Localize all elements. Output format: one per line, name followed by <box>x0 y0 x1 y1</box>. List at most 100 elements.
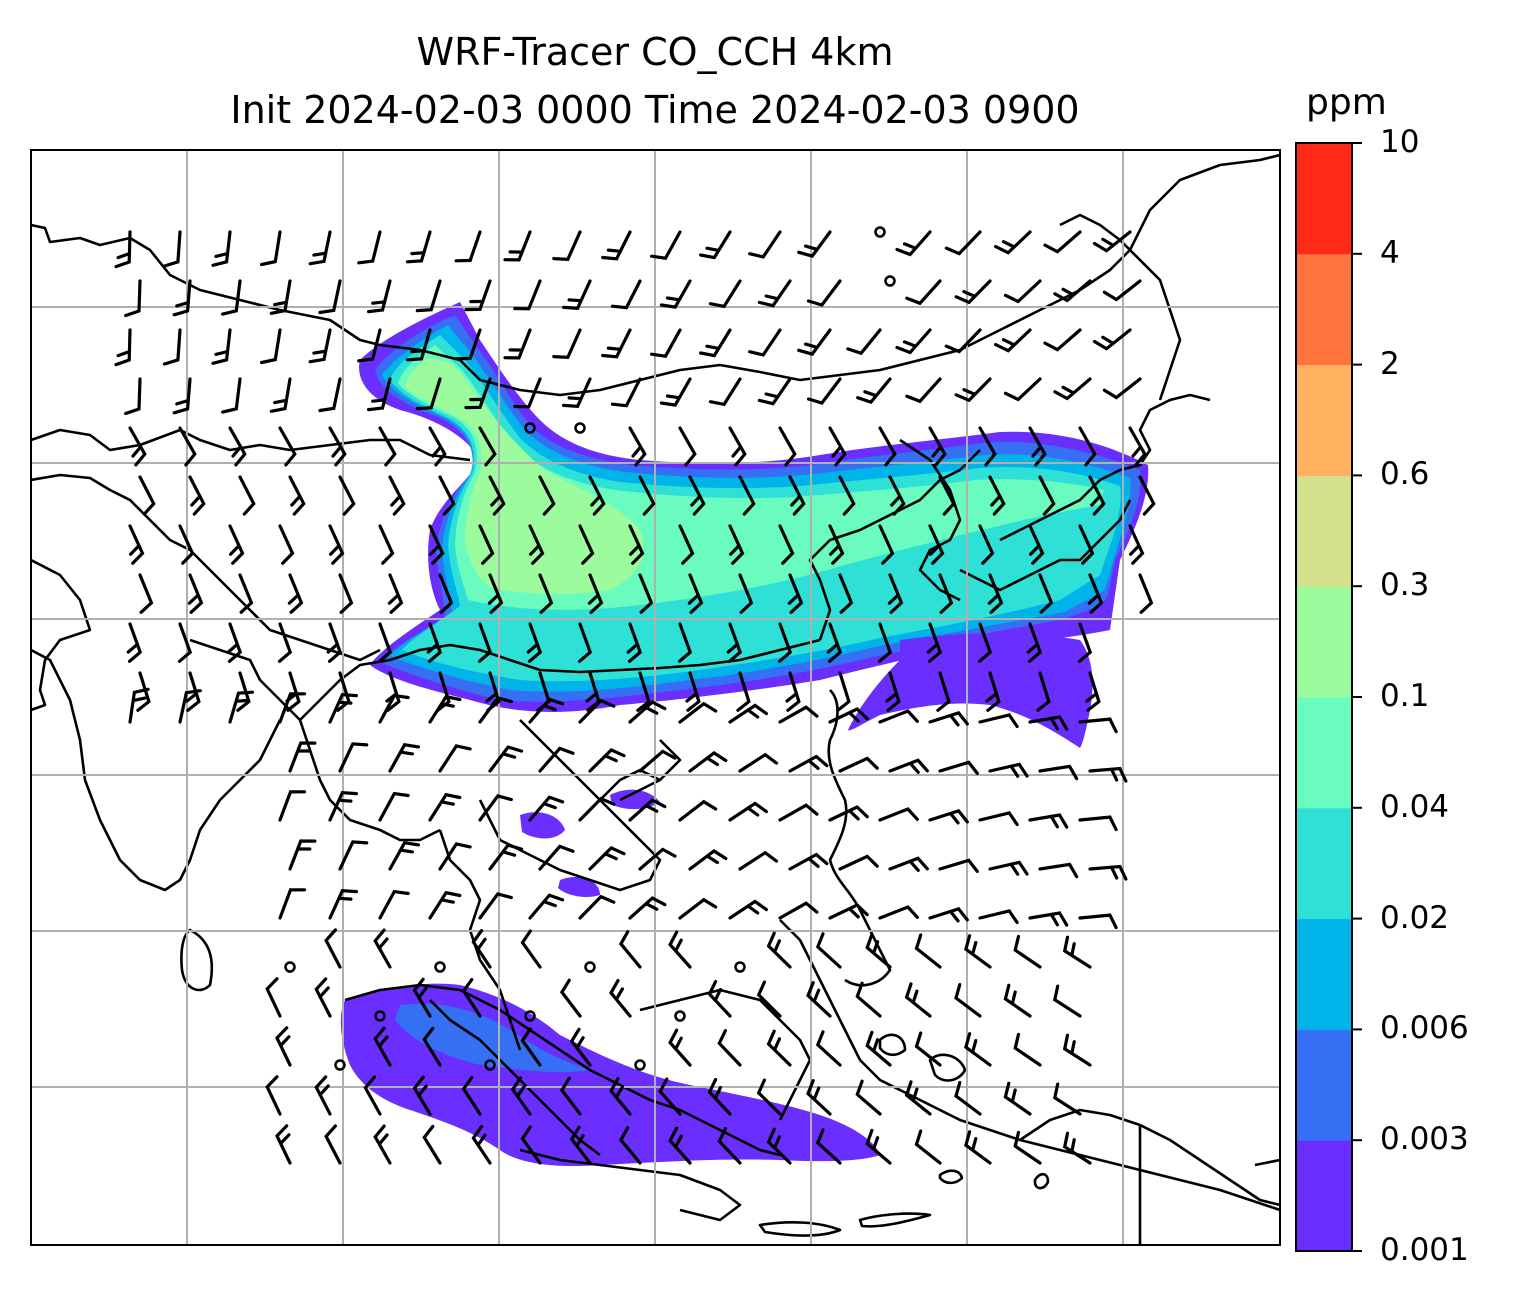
wind-barb <box>978 426 997 467</box>
wind-barb <box>552 328 582 360</box>
wind-barb <box>1078 717 1118 734</box>
wind-barb <box>828 524 845 565</box>
wind-barb <box>987 573 1004 614</box>
wind-barb <box>878 524 895 565</box>
wind-barb <box>838 573 854 614</box>
wind-barb <box>1028 813 1069 829</box>
wind-barb <box>717 1127 742 1165</box>
wind-barb <box>124 279 142 318</box>
colorbar-segment <box>1296 143 1352 255</box>
wind-barb <box>928 711 969 727</box>
wind-barb <box>328 791 358 822</box>
colorbar-segment <box>1296 697 1352 809</box>
calm-wind-circle <box>634 1059 646 1071</box>
wind-barb <box>1053 377 1092 401</box>
wind-barb <box>124 377 142 416</box>
wind-barb <box>478 794 513 822</box>
wind-barb <box>626 622 643 663</box>
wind-barb <box>172 279 192 317</box>
wind-barb <box>628 700 667 724</box>
wind-barb <box>788 475 806 516</box>
wind-barb <box>964 1130 992 1165</box>
wind-barb <box>188 475 206 516</box>
wind-barb <box>412 977 432 1018</box>
calm-wind-circle <box>334 1059 346 1071</box>
wind-barb <box>260 328 282 365</box>
wind-barb <box>865 1128 892 1165</box>
wind-barb <box>412 1075 432 1116</box>
wind-barb <box>422 1026 442 1067</box>
wind-barb <box>513 279 542 311</box>
wind-barb <box>828 707 869 724</box>
wind-barb <box>978 524 995 565</box>
wind-barb <box>1043 230 1082 254</box>
wind-barb <box>454 230 482 263</box>
wind-barb <box>638 573 654 614</box>
wind-barb <box>1053 279 1092 303</box>
wind-barb <box>815 932 842 969</box>
wind-barb <box>726 622 743 663</box>
wind-barb <box>806 377 842 405</box>
wind-barb <box>278 692 307 724</box>
title-line-1: WRF-Tracer CO_CCH 4km <box>416 30 894 74</box>
wind-barb <box>538 844 575 871</box>
wind-barb <box>687 573 704 614</box>
wind-barb <box>668 1126 692 1165</box>
wind-barb <box>228 524 245 565</box>
colorbar-tick-label: 4 <box>1380 234 1400 271</box>
wind-barb <box>828 903 869 920</box>
colorbar-tick-label: 0.6 <box>1380 456 1430 493</box>
wind-barb <box>138 475 156 516</box>
wind-barb <box>528 893 565 920</box>
wind-barb <box>1028 715 1069 731</box>
wind-barb <box>162 230 182 268</box>
wind-barb <box>438 842 472 871</box>
wind-barb <box>865 1030 892 1067</box>
wind-barb <box>838 854 879 871</box>
wind-barb <box>178 426 197 467</box>
wind-barb <box>478 892 513 920</box>
wind-barb <box>708 377 742 407</box>
wind-barb <box>577 622 593 663</box>
wind-barb <box>936 671 951 712</box>
wind-barb <box>1043 328 1082 352</box>
wind-barb <box>757 279 792 308</box>
wind-barb <box>1088 864 1128 881</box>
wind-barb <box>278 524 295 565</box>
wind-barb <box>638 749 677 773</box>
wind-barb <box>308 328 332 364</box>
wind-barb <box>324 928 342 969</box>
wind-barb <box>388 841 421 871</box>
wind-barb <box>578 796 616 822</box>
wind-barb <box>659 279 692 309</box>
colorbar-tick-label: 0.3 <box>1380 567 1430 604</box>
wind-barb <box>788 852 829 871</box>
wind-barb <box>487 573 504 614</box>
wind-barb <box>265 1075 282 1116</box>
wind-barb <box>638 475 656 516</box>
wind-barb <box>415 377 442 411</box>
wind-barb <box>1053 1082 1082 1116</box>
tracer-plume-south-core <box>395 1003 590 1073</box>
wind-barb <box>226 622 243 663</box>
wind-barb <box>422 1124 442 1165</box>
wind-barb <box>275 1124 292 1165</box>
wind-barb <box>438 744 472 773</box>
wind-barb <box>954 377 992 403</box>
wind-barb <box>650 230 682 260</box>
wind-barb <box>928 907 969 923</box>
wind-barb <box>904 1080 932 1116</box>
colorbar-segment <box>1296 586 1352 698</box>
wind-barb <box>162 328 182 366</box>
wind-barb <box>954 1081 982 1116</box>
wind-barb <box>1102 377 1142 400</box>
wind-barb <box>287 573 304 614</box>
wind-barb <box>678 701 718 724</box>
wind-barb <box>748 328 782 357</box>
wind-barb <box>1128 524 1145 565</box>
colorbar-segment <box>1296 1029 1352 1141</box>
wind-barb <box>428 426 447 467</box>
wind-barb <box>513 377 542 409</box>
wind-barb <box>1138 573 1154 614</box>
wind-barb <box>1078 426 1097 467</box>
